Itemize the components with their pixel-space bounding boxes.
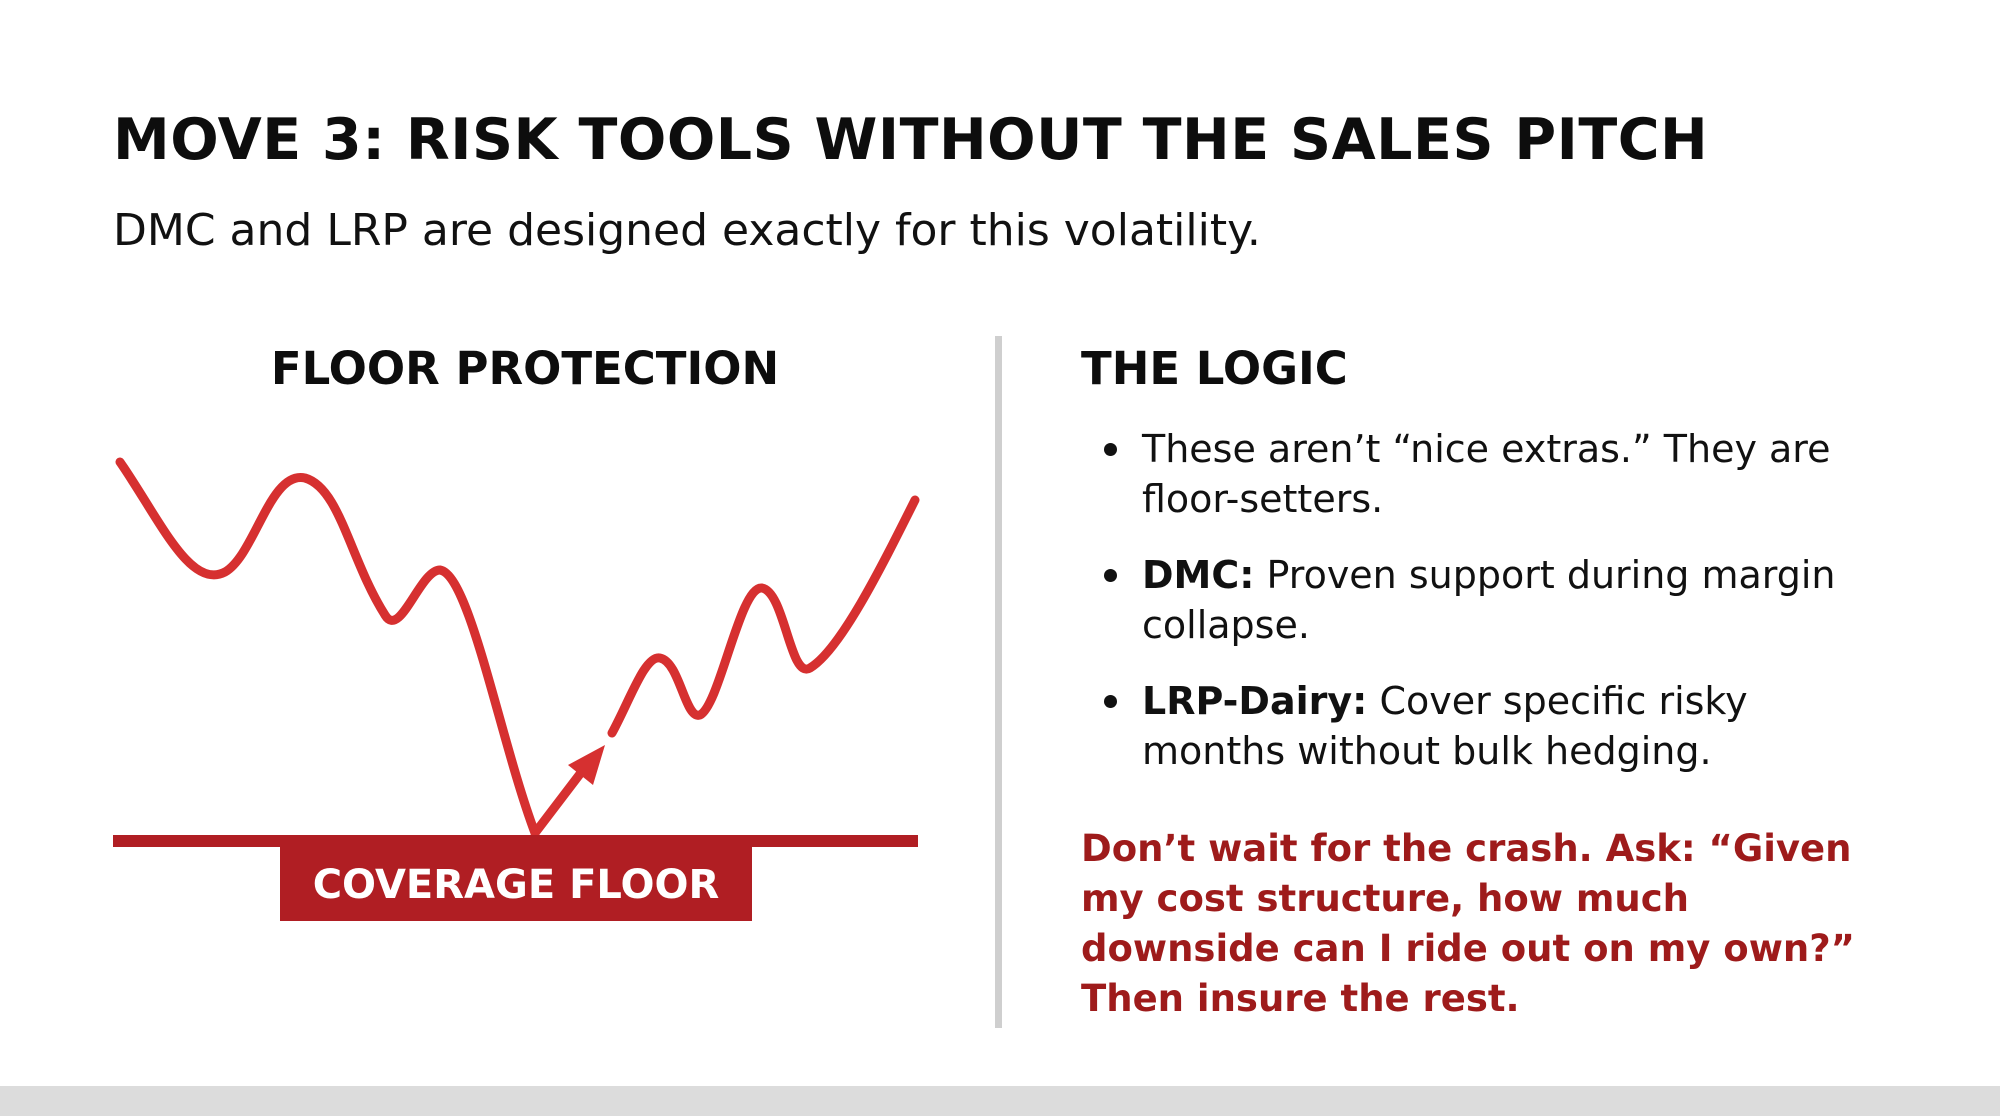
volatility-line-falling: [115, 457, 540, 838]
coverage-floor-label-box: [280, 845, 752, 921]
bullet-text: These aren’t “nice extras.” They are flo…: [1142, 427, 1831, 521]
bullet-bold-lead: DMC:: [1142, 553, 1255, 597]
the-logic-heading: THE LOGIC: [1081, 342, 1348, 395]
bullet-text: Proven support during margin collapse.: [1142, 553, 1836, 647]
bullet-dot-icon: [1104, 569, 1117, 582]
coverage-floor-label: COVERAGE FLOOR: [313, 862, 720, 908]
bullet-dot-icon: [1104, 695, 1117, 708]
coverage-floor-bar: [113, 835, 918, 847]
bullet-dot-icon: [1104, 443, 1117, 456]
rebound-arrow-head: [568, 745, 605, 785]
list-item: DMC: Proven support during margin collap…: [1104, 550, 1894, 650]
bullet-text: Cover specific risky months without bulk…: [1142, 679, 1748, 773]
volatility-line-rising: [607, 495, 920, 738]
floor-protection-diagram: COVERAGE FLOOR: [113, 457, 920, 921]
rebound-arrow-shaft: [530, 765, 588, 838]
list-item: These aren’t “nice extras.” They are flo…: [1104, 424, 1894, 524]
floor-protection-heading: FLOOR PROTECTION: [270, 342, 780, 395]
logic-bullet-list: These aren’t “nice extras.” They are flo…: [1104, 424, 1894, 802]
bullet-bold-lead: LRP-Dairy:: [1142, 679, 1368, 723]
page-subtitle: DMC and LRP are designed exactly for thi…: [113, 205, 1261, 256]
bottom-bar: [0, 1086, 2000, 1116]
page-title: MOVE 3: RISK TOOLS WITHOUT THE SALES PIT…: [113, 107, 1709, 173]
callout-text: Don’t wait for the crash. Ask: “Given my…: [1081, 827, 1856, 1020]
panel-divider: [995, 336, 1002, 1028]
list-item: LRP-Dairy: Cover specific risky months w…: [1104, 676, 1894, 776]
